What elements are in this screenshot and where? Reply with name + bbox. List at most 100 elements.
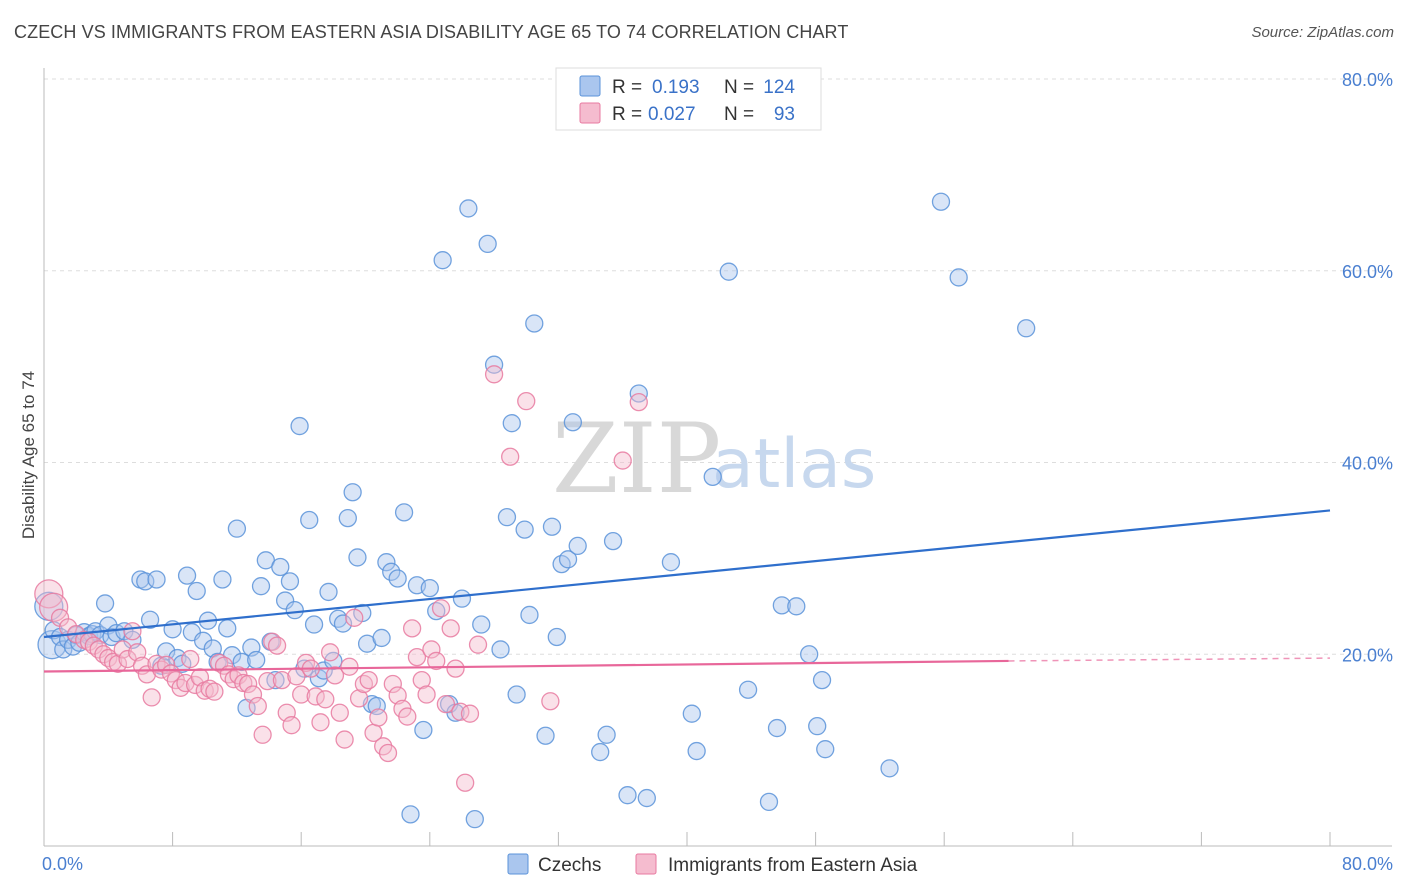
point-czechs [484, 355, 504, 374]
trend-line-eastern-asia-extension [1008, 657, 1331, 662]
point-eastern-asia [541, 692, 560, 711]
legend-n-label-1: N = [724, 77, 754, 98]
y-tick-label: 80.0% [1342, 70, 1393, 90]
point-czechs [290, 416, 309, 436]
point-czechs [591, 742, 610, 762]
point-czechs [394, 503, 414, 522]
point-czechs [719, 262, 738, 281]
legend-n-label-2: N = [724, 104, 754, 125]
point-czechs [563, 413, 583, 432]
point-eastern-asia [456, 773, 475, 792]
y-axis-label: Disability Age 65 to 74 [19, 371, 38, 539]
point-czechs [177, 566, 197, 585]
point-czechs [367, 696, 386, 716]
point-czechs [525, 314, 544, 333]
point-czechs [168, 648, 187, 668]
point-eastern-asia [468, 635, 488, 654]
point-eastern-asia [446, 659, 465, 678]
point-eastern-asia [383, 674, 402, 694]
point-czechs [251, 577, 271, 596]
point-czechs [558, 550, 578, 569]
point-eastern-asia [292, 685, 311, 704]
point-czechs [738, 680, 758, 699]
point-eastern-asia [378, 743, 398, 763]
legend-bottom: Czechs Immigrants from Eastern Asia [507, 853, 918, 876]
point-czechs [547, 627, 566, 647]
point-eastern-asia [436, 694, 456, 714]
point-czechs [140, 610, 160, 629]
point-eastern-asia [243, 685, 263, 704]
point-czechs [147, 570, 166, 589]
point-eastern-asia [282, 716, 301, 735]
point-eastern-asia [629, 392, 648, 412]
point-czechs [427, 601, 446, 621]
point-czechs [687, 741, 706, 761]
point-eastern-asia [402, 619, 422, 638]
y-tick-label: 40.0% [1342, 454, 1393, 474]
point-czechs [459, 199, 478, 218]
point-czechs [300, 510, 319, 530]
point-eastern-asia [460, 704, 480, 723]
point-eastern-asia [142, 688, 161, 707]
point-czechs [497, 507, 517, 527]
trend-line-eastern-asia [43, 659, 1009, 673]
point-czechs [491, 640, 510, 659]
point-czechs [767, 718, 787, 738]
point-czechs [812, 670, 832, 690]
point-czechs [227, 519, 247, 538]
legend-r-value-1: 0.193 [652, 77, 700, 98]
point-czechs [880, 759, 899, 778]
point-czechs [377, 553, 396, 572]
point-eastern-asia [320, 643, 340, 662]
point-eastern-asia [311, 713, 330, 732]
point-eastern-asia [427, 651, 446, 671]
point-eastern-asia [349, 689, 369, 708]
legend-r-value-2: 0.027 [648, 104, 696, 125]
point-czechs [343, 483, 362, 502]
point-czechs [333, 614, 353, 633]
point-czechs [465, 810, 484, 829]
point-czechs [520, 605, 539, 625]
point-eastern-asia [484, 365, 504, 384]
point-czechs [618, 786, 637, 805]
point-czechs [682, 704, 701, 723]
point-czechs [193, 631, 213, 650]
point-czechs [472, 615, 491, 634]
bottom-legend-czechs: Czechs [538, 855, 601, 876]
legend-swatch-eastern-asia [579, 102, 601, 124]
point-czechs [401, 805, 420, 824]
point-czechs [949, 268, 968, 287]
legend-r-label-1: R = [612, 77, 642, 98]
series-eastern-asia [34, 365, 648, 792]
watermark-zip: ZIP [552, 403, 721, 515]
point-czechs [213, 570, 232, 589]
legend-swatch-czechs [579, 75, 601, 97]
point-eastern-asia [253, 725, 272, 744]
legend-top: R = 0.193 N = 124 R = 0.027 N = 93 [555, 67, 822, 131]
point-czechs [271, 557, 290, 577]
point-czechs [931, 192, 951, 211]
point-czechs [187, 581, 206, 601]
legend-r-label-2: R = [612, 104, 642, 125]
point-czechs [372, 628, 391, 648]
point-czechs [433, 251, 452, 270]
legend-n-value-2: 93 [774, 104, 795, 125]
point-eastern-asia [200, 679, 219, 698]
point-eastern-asia [335, 730, 354, 749]
point-eastern-asia [123, 622, 142, 641]
point-czechs [703, 467, 722, 487]
point-eastern-asia [258, 671, 277, 691]
point-czechs [1017, 319, 1036, 338]
point-czechs [637, 788, 656, 808]
point-eastern-asia [359, 670, 378, 690]
x-tick-label: 80.0% [1342, 854, 1393, 874]
point-eastern-asia [345, 608, 364, 627]
point-czechs [772, 596, 791, 615]
point-eastern-asia [517, 391, 536, 411]
point-eastern-asia [431, 599, 451, 618]
point-czechs [661, 553, 681, 572]
y-tick-label: 60.0% [1342, 262, 1393, 282]
watermark-atlas: atlas [712, 425, 876, 504]
point-eastern-asia [398, 707, 417, 726]
